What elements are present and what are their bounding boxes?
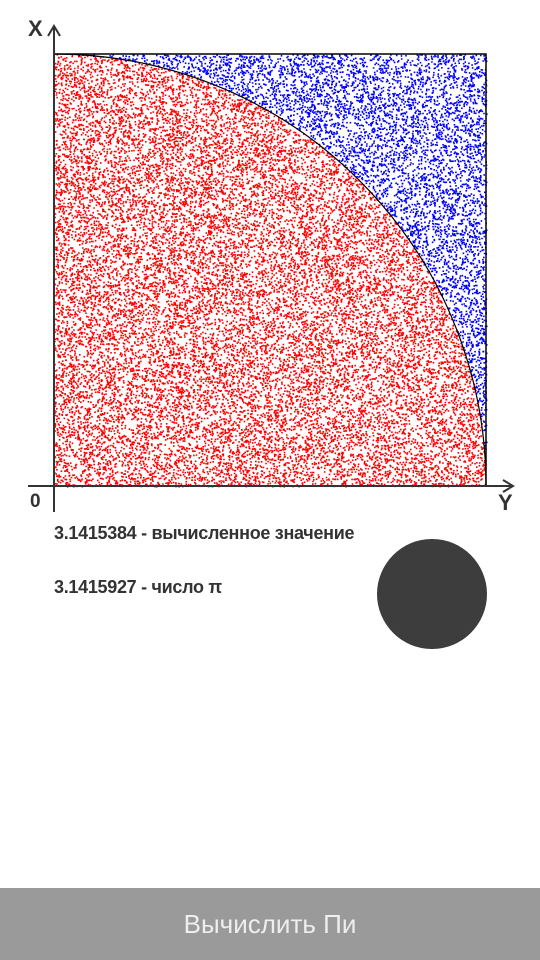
points-layer xyxy=(54,54,488,488)
computed-value: 3.1415384 xyxy=(54,523,137,543)
pi-value: 3.1415927 xyxy=(54,577,137,597)
computed-value-line: 3.1415384 - вычисленное значение xyxy=(54,523,355,544)
compute-pi-button[interactable]: Вычислить Пи xyxy=(0,888,540,960)
pi-reference-line: 3.1415927 - число π xyxy=(54,577,222,598)
x-axis-arrow-icon xyxy=(502,479,515,493)
quarter-circle-boundary xyxy=(53,53,487,487)
inside-points xyxy=(54,54,487,488)
y-axis-arrow-icon xyxy=(47,24,61,37)
status-indicator-circle xyxy=(377,539,487,649)
origin-label: 0 xyxy=(30,491,41,512)
x-axis-label: X xyxy=(28,16,43,41)
pi-value-caption: - число π xyxy=(136,577,222,597)
y-axis-label: Y xyxy=(498,490,513,515)
monte-carlo-plot xyxy=(28,24,515,512)
computed-value-caption: - вычисленное значение xyxy=(136,523,355,543)
